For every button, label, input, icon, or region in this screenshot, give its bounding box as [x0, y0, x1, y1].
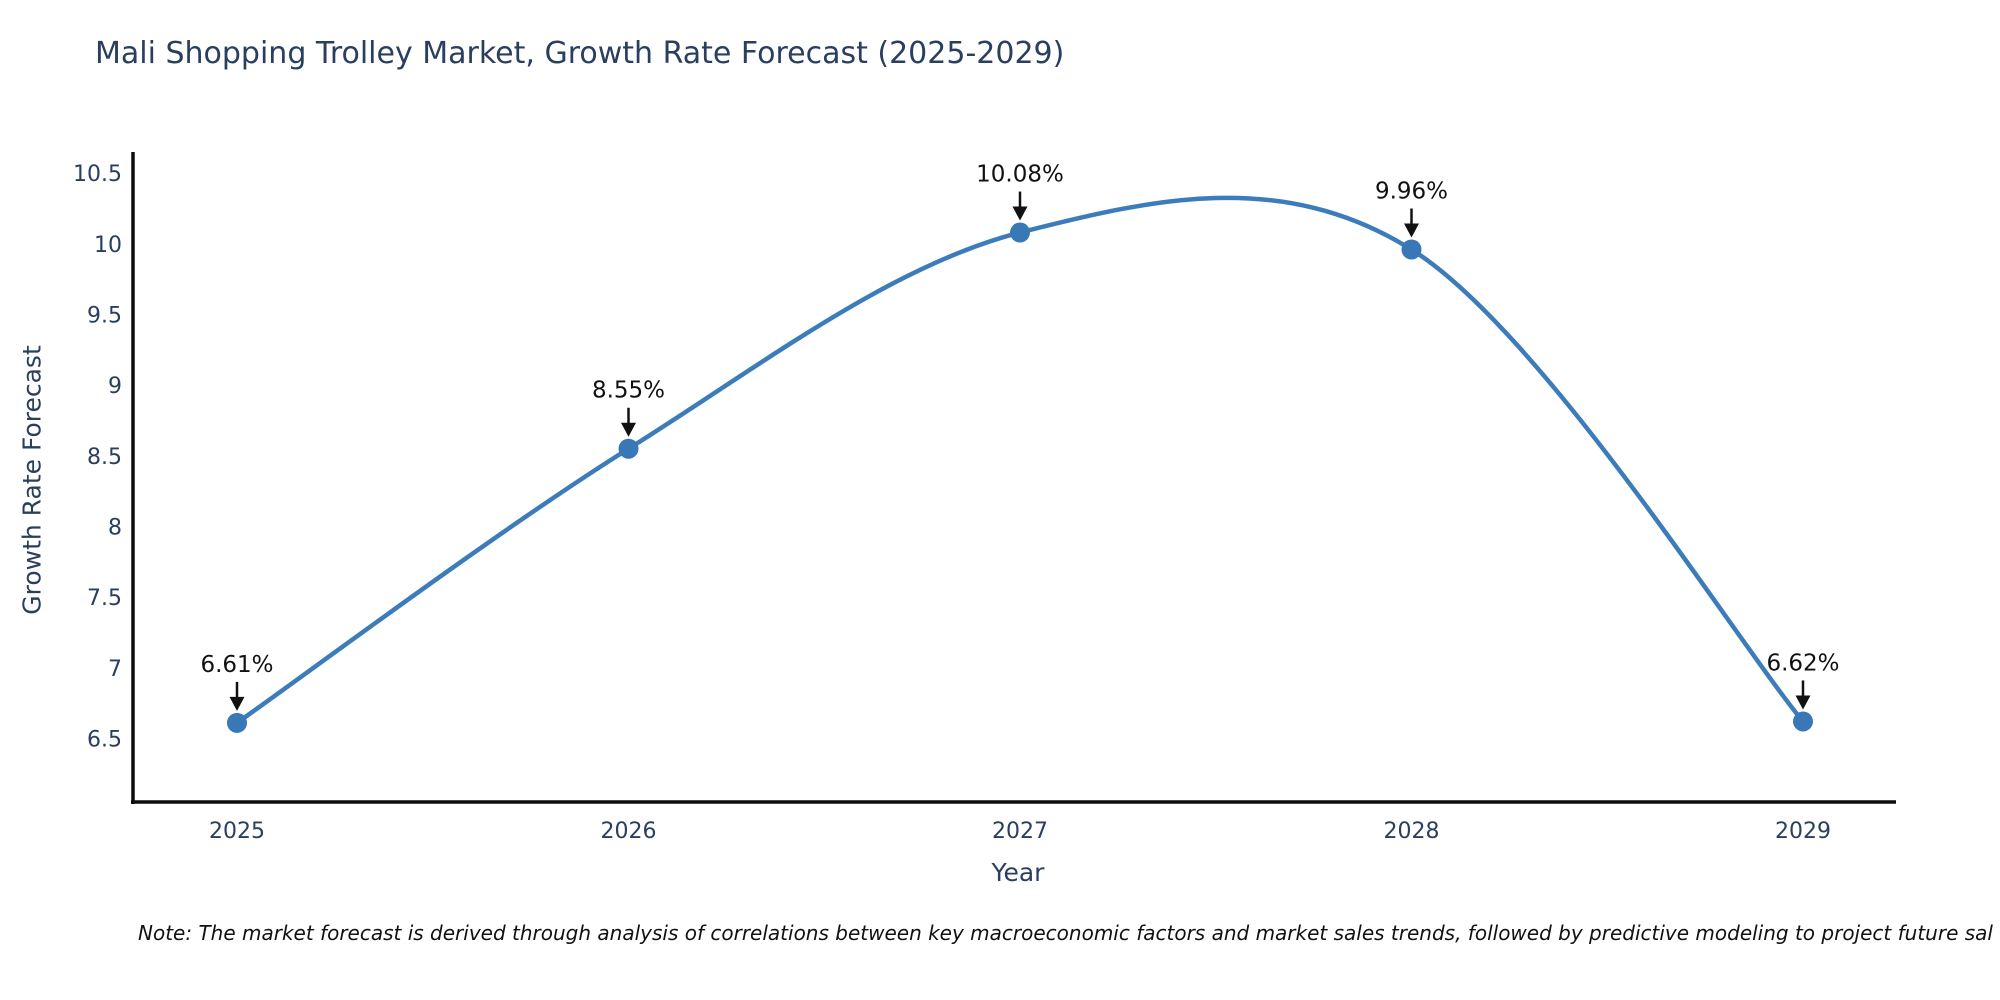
annotation-arrowhead-icon — [1795, 695, 1811, 710]
chart-title: Mali Shopping Trolley Market, Growth Rat… — [95, 36, 1065, 71]
x-tick-label: 2026 — [601, 819, 657, 844]
y-tick-label: 7 — [108, 657, 122, 682]
x-tick-label: 2027 — [992, 819, 1048, 844]
y-tick-label: 10.5 — [73, 162, 122, 187]
annotation-arrowhead-icon — [621, 422, 636, 437]
data-point-label: 6.61% — [200, 652, 273, 678]
y-tick-label: 9 — [108, 374, 122, 399]
data-point-marker — [1010, 222, 1030, 243]
data-point-marker — [618, 438, 639, 459]
data-point-marker — [227, 712, 247, 733]
y-tick-label: 6.5 — [87, 727, 122, 752]
x-tick-label: 2028 — [1384, 819, 1440, 844]
annotation-arrowhead-icon — [229, 696, 245, 711]
annotation-arrowhead-icon — [1404, 223, 1419, 238]
x-tick-label: 2025 — [209, 819, 265, 844]
data-point-label: 6.62% — [1766, 650, 1839, 676]
y-tick-label: 7.5 — [87, 586, 122, 611]
data-point-label: 8.55% — [592, 378, 665, 404]
y-tick-label: 8.5 — [87, 445, 122, 470]
y-tick-label: 9.5 — [87, 304, 122, 329]
annotation-arrowhead-icon — [1012, 206, 1028, 221]
footnote-text: Note: The market forecast is derived thr… — [138, 921, 1993, 945]
y-tick-label: 8 — [108, 515, 122, 540]
x-axis-title: Year — [991, 858, 1045, 887]
data-point-label: 10.08% — [976, 162, 1064, 188]
data-point-marker — [1793, 711, 1813, 732]
data-point-label: 9.96% — [1375, 179, 1448, 205]
x-tick-label: 2029 — [1775, 819, 1831, 844]
forecast-line — [235, 195, 1805, 725]
data-point-marker — [1401, 239, 1422, 260]
y-tick-label: 10 — [94, 233, 122, 258]
